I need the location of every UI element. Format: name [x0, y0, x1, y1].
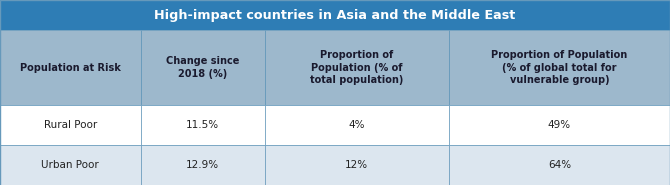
- Bar: [265, 145, 449, 185]
- Bar: [0, 30, 141, 105]
- Bar: [265, 105, 449, 145]
- Bar: [449, 30, 670, 105]
- Text: Change since
2018 (%): Change since 2018 (%): [166, 56, 239, 79]
- Text: High-impact countries in Asia and the Middle East: High-impact countries in Asia and the Mi…: [154, 9, 516, 21]
- Text: Rural Poor: Rural Poor: [44, 120, 97, 130]
- Bar: [449, 145, 670, 185]
- Text: 12%: 12%: [345, 160, 369, 170]
- Text: 12.9%: 12.9%: [186, 160, 219, 170]
- Text: Population at Risk: Population at Risk: [20, 63, 121, 73]
- Bar: [449, 105, 670, 145]
- Bar: [0, 105, 141, 145]
- Bar: [265, 30, 449, 105]
- Bar: [0, 145, 141, 185]
- Bar: [141, 145, 265, 185]
- Bar: [141, 30, 265, 105]
- Text: Proportion of Population
(% of global total for
vulnerable group): Proportion of Population (% of global to…: [491, 50, 628, 85]
- Text: Urban Poor: Urban Poor: [42, 160, 99, 170]
- Text: 49%: 49%: [548, 120, 571, 130]
- Text: 4%: 4%: [348, 120, 365, 130]
- Text: 11.5%: 11.5%: [186, 120, 219, 130]
- Text: Proportion of
Population (% of
total population): Proportion of Population (% of total pop…: [310, 50, 403, 85]
- Bar: [141, 105, 265, 145]
- Bar: [0, 0, 670, 30]
- Text: 64%: 64%: [548, 160, 571, 170]
